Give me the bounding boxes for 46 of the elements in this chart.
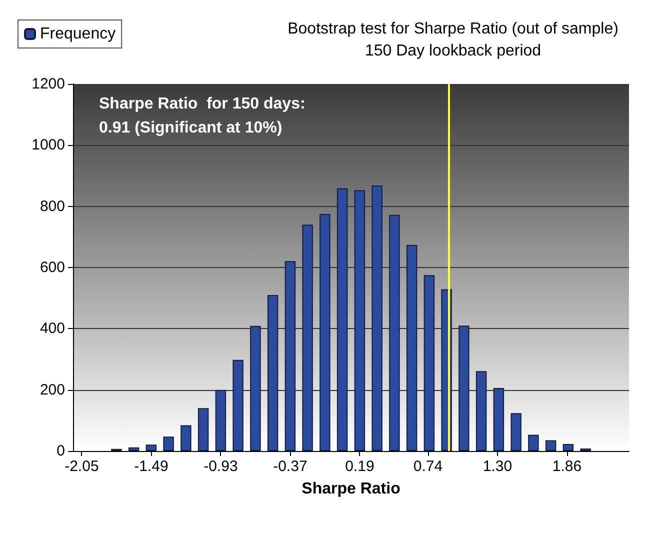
- bar: [163, 436, 174, 451]
- x-tick-label: -2.05: [64, 458, 99, 475]
- bar: [424, 275, 435, 451]
- bar: [146, 444, 157, 451]
- y-tick-label: 200: [40, 381, 65, 398]
- x-tick-label: -1.49: [134, 458, 168, 475]
- annotation: Sharpe Ratio for 150 days:: [99, 96, 306, 112]
- annotation: 0.91 (Significant at 10%): [99, 120, 282, 136]
- bar: [198, 408, 209, 451]
- bar: [458, 326, 470, 451]
- bar: [336, 188, 348, 451]
- legend-label: Frequency: [40, 26, 116, 42]
- x-axis-title: Sharpe Ratio: [302, 480, 401, 498]
- bar: [562, 444, 574, 451]
- chart-title: Bootstrap test for Sharpe Ratio (out of sample): [288, 20, 618, 38]
- x-tick-label: 1.86: [552, 458, 582, 475]
- x-tick-label: -0.37: [273, 458, 308, 475]
- bar: [232, 360, 244, 451]
- bar: [180, 425, 192, 451]
- bar: [493, 388, 504, 451]
- bar: [389, 214, 400, 451]
- bar: [406, 244, 418, 451]
- y-tick-label: 800: [40, 198, 65, 215]
- y-tick-label: 600: [40, 259, 65, 276]
- y-tick-label: 1000: [32, 136, 65, 154]
- y-tick-label: 1200: [32, 76, 65, 92]
- bar: [476, 371, 487, 451]
- bar: [284, 261, 296, 451]
- chart-subtitle: 150 Day lookback period: [364, 42, 542, 60]
- bar: [215, 390, 226, 451]
- bar: [267, 295, 278, 451]
- bar: [354, 190, 366, 451]
- x-tick-label: 1.30: [482, 458, 512, 475]
- bar: [545, 440, 556, 451]
- x-tick-label: -0.93: [204, 458, 238, 475]
- y-tick-label: 0: [56, 442, 65, 460]
- bar: [320, 214, 330, 451]
- bar: [128, 447, 140, 451]
- bar: [372, 186, 382, 451]
- bar: [250, 326, 261, 451]
- bar: [302, 224, 313, 451]
- bar: [510, 413, 522, 451]
- x-tick-label: 0.19: [345, 458, 374, 475]
- y-tick-label: 400: [40, 320, 65, 338]
- x-tick-label: 0.74: [413, 458, 443, 475]
- bar: [528, 434, 539, 451]
